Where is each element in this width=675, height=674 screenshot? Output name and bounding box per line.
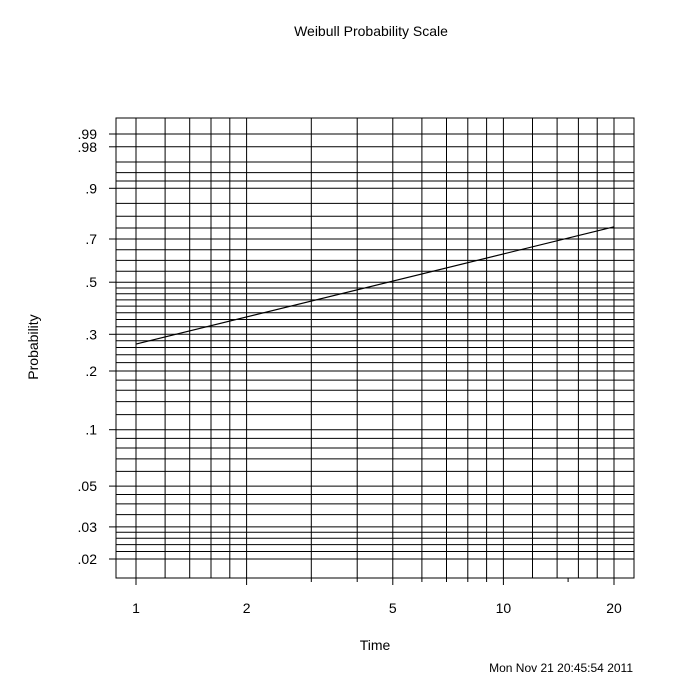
x-tick-label-0: 1	[132, 600, 140, 616]
x-tick-label-2: 5	[389, 600, 397, 616]
y-tick-label-2: .05	[78, 478, 98, 494]
y-axis-ticks: .02 .03 .05 .1 .2 .3 .5 .7 .9 .98.99	[78, 126, 116, 567]
x-tick-label-3: 10	[496, 600, 512, 616]
y-tick-label-10: .99	[78, 126, 98, 142]
y-tick-label-5: .3	[85, 326, 97, 342]
y-tick-label-6: .5	[85, 274, 97, 290]
y-tick-label-8: .9	[85, 180, 97, 196]
plot-frame	[115, 117, 635, 579]
y-tick-label-9: .98	[78, 139, 98, 155]
y-tick-label-7: .7	[85, 231, 97, 247]
x-axis-label: Time	[360, 637, 391, 653]
y-tick-label-0: .02	[78, 551, 98, 567]
y-tick-label-3: .1	[85, 422, 97, 438]
x-tick-label-4: 20	[606, 600, 622, 616]
y-tick-label-4: .2	[85, 363, 97, 379]
x-axis-ticks: 1 2 5 10 20	[132, 578, 622, 616]
x-tick-label-1: 2	[243, 600, 251, 616]
chart-title: Weibull Probability Scale	[294, 23, 448, 39]
series-line-0	[135, 226, 615, 345]
series	[135, 226, 615, 345]
timestamp: Mon Nov 21 20:45:54 2011	[489, 661, 633, 674]
y-tick-label-1: .03	[78, 519, 98, 535]
grid	[116, 118, 634, 578]
y-axis-label: Probability	[25, 314, 41, 379]
